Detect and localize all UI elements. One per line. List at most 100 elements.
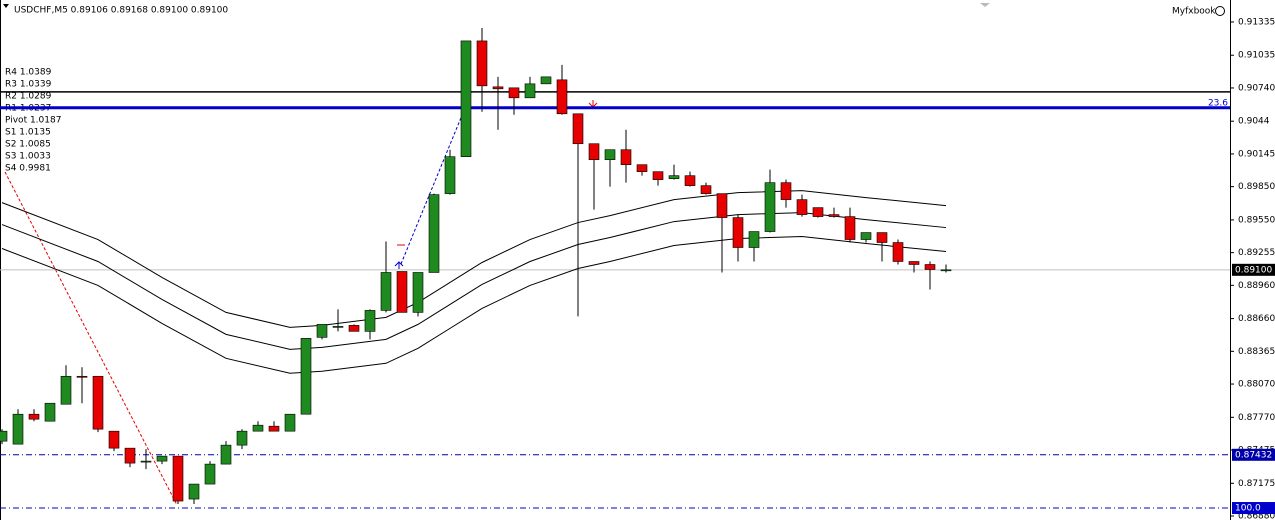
candle-body-down xyxy=(652,171,664,180)
ma-line xyxy=(1,212,947,350)
candle-body-up xyxy=(140,460,152,463)
candle-body-up xyxy=(764,182,776,232)
candle-body-up xyxy=(428,194,440,273)
menu-triangle[interactable] xyxy=(3,4,9,8)
candle-body-down xyxy=(124,447,136,464)
y-tick-label: 0.89550 xyxy=(1238,215,1275,225)
candle-body-down xyxy=(396,271,408,313)
candle-body-up xyxy=(236,430,248,446)
candle-body-up xyxy=(284,413,296,432)
candle-body-down xyxy=(172,455,184,502)
candle-body-down xyxy=(876,232,888,243)
fib-trendline xyxy=(400,107,466,265)
fib-trendline xyxy=(4,171,178,506)
y-tick-label: 0.87770 xyxy=(1238,413,1275,423)
pivot-label: R3 1.0339 xyxy=(5,80,52,90)
candle-body-down xyxy=(828,214,840,217)
level-price-box xyxy=(1232,448,1275,461)
candle-body-up xyxy=(316,324,328,338)
current-price-box xyxy=(1232,263,1275,276)
candle-body-down xyxy=(732,217,744,248)
candle-body-down xyxy=(268,425,280,432)
y-tick-label: 0.89255 xyxy=(1238,248,1275,258)
candle-body-down xyxy=(572,113,584,145)
candle-body-down xyxy=(636,164,648,172)
candle-body-up xyxy=(380,272,392,311)
level-price-label: 100.0 xyxy=(1235,504,1261,514)
pivot-label: Pivot 1.0187 xyxy=(5,116,61,126)
candle-body-down xyxy=(620,149,632,165)
y-tick-label: 0.91335 xyxy=(1238,17,1275,27)
pivot-label: S4 0.9981 xyxy=(5,164,51,174)
candle-body-down xyxy=(796,199,808,215)
candle-body-up xyxy=(444,156,456,194)
candle-body-down xyxy=(908,261,920,265)
candle-body-up xyxy=(860,232,872,240)
candle-body-up xyxy=(460,40,472,157)
candle-body-up xyxy=(604,149,616,160)
candle-body-down xyxy=(28,413,40,420)
candle-body-down xyxy=(892,242,904,262)
y-tick-label: 0.88070 xyxy=(1238,380,1275,390)
candle-body-up xyxy=(44,402,56,422)
y-tick-label: 0.88960 xyxy=(1238,281,1275,291)
candle-body-down xyxy=(108,430,120,449)
pivot-label: S3 1.0033 xyxy=(5,152,51,162)
brand: Myfxbook xyxy=(1172,7,1216,17)
candle-body-down xyxy=(812,207,824,217)
candle-body-up xyxy=(668,175,680,179)
candle-body-up xyxy=(412,272,424,313)
candle-body-up xyxy=(748,231,760,248)
pivot-label: R2 1.0289 xyxy=(5,92,52,102)
candle-body-up xyxy=(332,326,344,328)
candle-body-up xyxy=(60,375,72,405)
fib-label: 23.6 xyxy=(1208,98,1228,108)
candle-body-down xyxy=(844,216,856,240)
level-price-label: 0.87432 xyxy=(1235,450,1272,460)
buy-arrow xyxy=(394,261,404,269)
y-tick-label: 0.88365 xyxy=(1238,347,1275,357)
candle-body-up xyxy=(220,444,232,465)
candle-body-down xyxy=(492,86,504,90)
candle-body-up xyxy=(188,483,200,500)
ma-line xyxy=(1,236,947,374)
candle-body-down xyxy=(924,264,936,270)
brand-icon xyxy=(1215,6,1225,16)
y-tick-label: 0.9044 xyxy=(1238,117,1270,127)
y-tick-label: 0.90740 xyxy=(1238,83,1275,93)
candle-body-down xyxy=(716,193,728,218)
candle-body-down xyxy=(348,325,360,332)
chart-title: USDCHF,M5 0.89106 0.89168 0.89100 0.8910… xyxy=(14,6,228,16)
current-price-label: 0.89100 xyxy=(1235,265,1272,275)
candle-body-up xyxy=(524,83,536,99)
candle-body-up xyxy=(540,76,552,85)
candle-body-down xyxy=(508,87,520,99)
pivot-label: S1 1.0135 xyxy=(5,128,51,138)
candle-body-down xyxy=(76,375,88,378)
y-tick-label: 0.89850 xyxy=(1238,182,1275,192)
candle-body-up xyxy=(252,424,264,432)
y-tick-label: 0.91035 xyxy=(1238,51,1275,61)
candle-body-down xyxy=(700,185,712,194)
candle-body-down xyxy=(780,182,792,200)
candle-body-up xyxy=(204,463,216,485)
y-tick-label: 0.87175 xyxy=(1238,479,1275,489)
y-tick-label: 0.86880 xyxy=(1238,512,1275,520)
candle-body-up xyxy=(940,269,952,272)
pivot-label: R4 1.0389 xyxy=(5,68,52,78)
candle-body-up xyxy=(364,310,376,332)
level-price-box xyxy=(1232,502,1275,515)
candle-body-down xyxy=(684,175,696,186)
y-tick-label: 0.90145 xyxy=(1238,149,1275,159)
candle-body-up xyxy=(12,413,24,445)
candle-body-down xyxy=(476,40,488,87)
candle-body-up xyxy=(156,455,168,462)
candle-body-up xyxy=(300,338,312,415)
y-tick-label: 0.88660 xyxy=(1238,314,1275,324)
candle-body-down xyxy=(92,375,104,430)
candle-body-down xyxy=(588,143,600,160)
candle-body-up xyxy=(0,430,8,442)
scroll-marker xyxy=(980,3,990,7)
